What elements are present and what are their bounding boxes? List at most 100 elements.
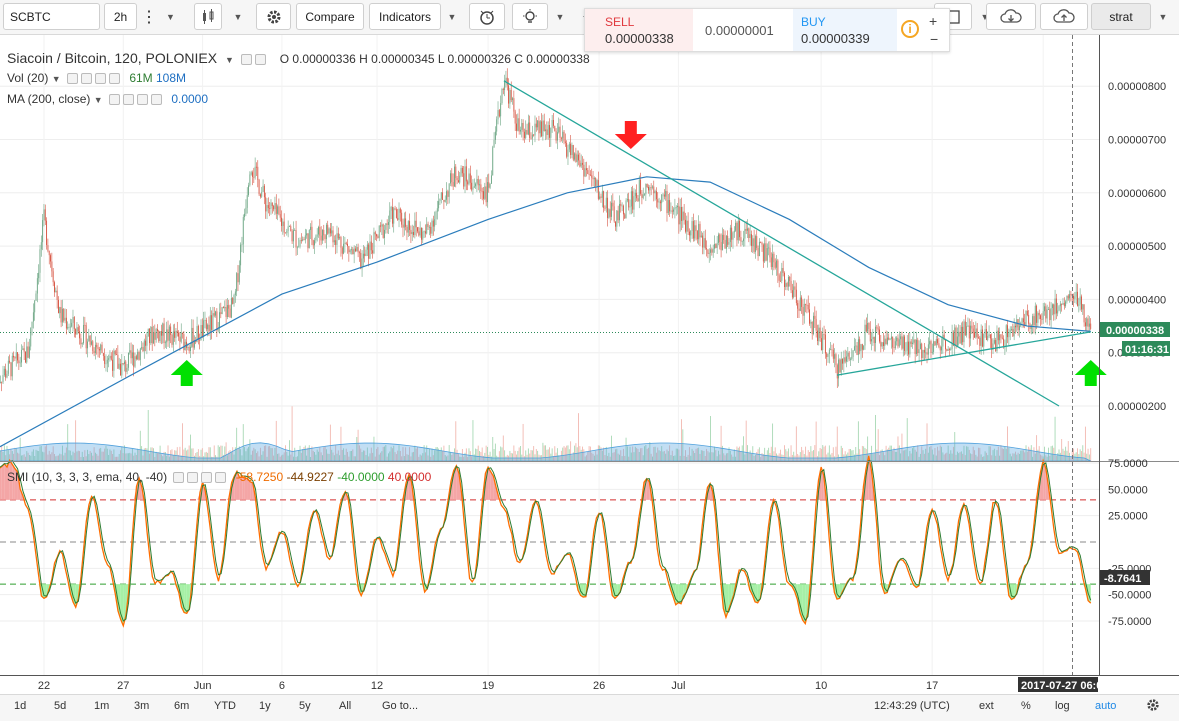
ma-settings-icon[interactable] (123, 94, 134, 105)
layout-name-button[interactable]: strat (1091, 3, 1151, 30)
candle-body (372, 250, 373, 253)
range-button-6m[interactable]: 6m (174, 700, 189, 712)
volume-close-icon[interactable] (109, 73, 120, 84)
candle-body (832, 349, 833, 350)
candle-body (900, 336, 901, 339)
indicators-chevron-down-icon[interactable]: ▼ (442, 3, 462, 30)
candle-body (880, 341, 881, 346)
candle-body (137, 352, 138, 359)
legend-settings-icon[interactable] (255, 54, 266, 65)
ma-close-icon[interactable] (151, 94, 162, 105)
candle-body (475, 184, 476, 187)
smi-settings-icon[interactable] (187, 472, 198, 483)
chart-settings-gear-icon[interactable] (1146, 698, 1160, 715)
candle-body (92, 341, 93, 351)
ma-eye-icon[interactable] (109, 94, 120, 105)
candle-body (128, 353, 129, 368)
ma-add-icon[interactable] (137, 94, 148, 105)
range-button-5y[interactable]: 5y (299, 700, 311, 712)
indicators-button[interactable]: Indicators (369, 3, 441, 30)
symbol-search-input[interactable]: SCBTC (3, 3, 100, 30)
candle-body (1023, 318, 1024, 322)
candle-body (4, 369, 5, 375)
chart-canvas[interactable]: 0.000002000.000003000.000004000.00000500… (0, 35, 1179, 694)
candle-body (1026, 311, 1027, 326)
interval-menu-icon[interactable]: ⋮ (139, 3, 159, 30)
volume-eye-icon[interactable] (67, 73, 78, 84)
range-button-3m[interactable]: 3m (134, 700, 149, 712)
candle-body (319, 227, 320, 236)
range-button-all[interactable]: All (339, 700, 351, 712)
settings-gear-icon[interactable] (256, 3, 291, 30)
sell-button[interactable]: SELL 0.00000338 (585, 9, 693, 51)
legend-eye-icon[interactable] (241, 54, 252, 65)
title-chevron-down-icon[interactable]: ▼ (225, 55, 234, 65)
candle-type-icon[interactable] (194, 3, 222, 30)
candle-body (558, 127, 559, 133)
zoom-out-icon[interactable]: − (930, 31, 938, 47)
buy-button[interactable]: BUY 0.00000339 (793, 9, 897, 51)
candle-body (590, 175, 591, 176)
volume-bar (492, 437, 493, 461)
range-button-1m[interactable]: 1m (94, 700, 109, 712)
interval-dropdown[interactable]: 2h (104, 3, 137, 30)
candle-body (548, 125, 549, 135)
replay-bulb-icon[interactable] (512, 3, 548, 30)
candle-body (928, 344, 929, 354)
info-icon[interactable]: i (901, 20, 919, 38)
candle-body (999, 334, 1000, 340)
auto-toggle[interactable]: auto (1095, 700, 1116, 712)
cloud-upload-icon[interactable] (1040, 3, 1088, 30)
candle-body (1047, 309, 1048, 318)
countdown-text: 01:16:31 (1125, 344, 1169, 356)
goto-button[interactable]: Go to... (382, 700, 418, 712)
candle-body (905, 351, 906, 352)
ext-toggle[interactable]: ext (979, 700, 994, 712)
candle-body (124, 362, 125, 364)
range-button-5d[interactable]: 5d (54, 700, 66, 712)
candle-body (370, 242, 371, 259)
candle-body (1063, 303, 1064, 305)
ma-chevron-down-icon[interactable]: ▼ (94, 95, 103, 105)
layout-name-chevron-down-icon[interactable]: ▼ (1153, 3, 1173, 30)
candle-body (1069, 294, 1070, 298)
candle-body (377, 236, 378, 238)
volume-add-icon[interactable] (95, 73, 106, 84)
candle-body (61, 307, 62, 322)
candle-body (822, 334, 823, 350)
compare-button[interactable]: Compare (296, 3, 364, 30)
alert-clock-icon[interactable] (469, 3, 505, 30)
candle-body (960, 332, 961, 344)
range-button-1y[interactable]: 1y (259, 700, 271, 712)
zoom-in-icon[interactable]: + (929, 13, 937, 29)
candle-body (651, 187, 652, 188)
smi-eye-icon[interactable] (173, 472, 184, 483)
replay-chevron-down-icon[interactable]: ▼ (550, 3, 570, 30)
candle-body (166, 329, 167, 342)
candle-body (22, 348, 23, 350)
smi-add-icon[interactable] (201, 472, 212, 483)
candle-body (573, 145, 574, 160)
candle-body (657, 199, 658, 202)
candle-body (492, 147, 493, 175)
volume-settings-icon[interactable] (81, 73, 92, 84)
candle-body (238, 273, 239, 282)
smi-close-icon[interactable] (215, 472, 226, 483)
interval-chevron-down-icon[interactable]: ▼ (161, 3, 180, 30)
candle-body (781, 268, 782, 281)
candle-body (260, 194, 261, 196)
candle-body (733, 232, 734, 239)
candle-body (329, 228, 330, 233)
candle-body (739, 221, 740, 237)
percent-toggle[interactable]: % (1021, 700, 1031, 712)
candle-body (247, 195, 248, 208)
candle-body (404, 218, 405, 227)
volume-chevron-down-icon[interactable]: ▼ (52, 74, 61, 84)
log-toggle[interactable]: log (1055, 700, 1070, 712)
candle-body (620, 204, 621, 206)
chart-type-chevron-down-icon[interactable]: ▼ (228, 3, 248, 30)
cloud-download-icon[interactable] (986, 3, 1036, 30)
candle-body (494, 140, 495, 147)
range-button-ytd[interactable]: YTD (214, 700, 236, 712)
range-button-1d[interactable]: 1d (14, 700, 26, 712)
